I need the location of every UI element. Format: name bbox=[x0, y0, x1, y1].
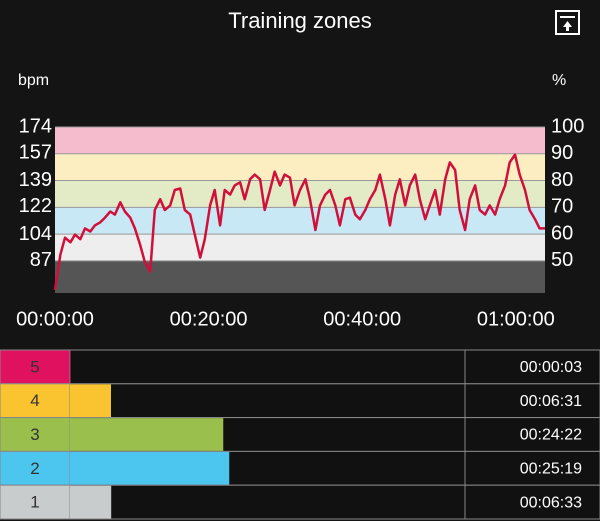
zone-label: 3 bbox=[30, 425, 39, 444]
y2-tick-label: 80 bbox=[551, 169, 573, 191]
y-tick-label: 157 bbox=[19, 141, 52, 163]
zone-bar bbox=[70, 418, 224, 451]
y2-tick-label: 50 bbox=[551, 249, 573, 271]
export-icon-arrow[interactable] bbox=[563, 21, 572, 31]
zone-duration: 00:00:03 bbox=[520, 359, 582, 376]
y-tick-label: 104 bbox=[19, 223, 52, 245]
screen-title: Training zones bbox=[228, 8, 371, 33]
export-icon[interactable] bbox=[555, 10, 580, 35]
y-tick-label: 174 bbox=[19, 115, 52, 137]
x-tick-label: 00:20:00 bbox=[170, 308, 248, 330]
zone-label-cell bbox=[0, 450, 71, 486]
zone-duration: 00:25:19 bbox=[520, 461, 582, 478]
x-tick-label: 00:40:00 bbox=[323, 308, 401, 330]
zone-band bbox=[55, 127, 545, 154]
zone-band bbox=[55, 153, 545, 181]
y2-tick-label: 90 bbox=[551, 142, 573, 164]
zone-label-cell bbox=[0, 417, 71, 452]
y2-tick-label: 70 bbox=[551, 196, 573, 218]
y-tick-label: 87 bbox=[30, 249, 52, 271]
zone-duration: 00:06:31 bbox=[520, 393, 582, 410]
zone-label: 4 bbox=[30, 391, 39, 410]
x-tick-label: 00:00:00 bbox=[16, 308, 94, 330]
export-button[interactable] bbox=[555, 10, 580, 35]
zone-band bbox=[55, 234, 545, 261]
zone-band bbox=[55, 180, 545, 208]
y-tick-label: 139 bbox=[19, 169, 52, 191]
zone-duration: 00:06:33 bbox=[520, 494, 582, 511]
y2-tick-label: 60 bbox=[551, 222, 573, 244]
zone-label: 1 bbox=[30, 493, 39, 512]
y2-tick-label: 100 bbox=[551, 115, 584, 137]
zone-label: 2 bbox=[30, 459, 39, 478]
zone-bar bbox=[70, 485, 112, 519]
heart-rate-line bbox=[53, 153, 545, 291]
y-axis-label: bpm bbox=[18, 72, 49, 89]
y2-axis-label: % bbox=[552, 72, 566, 89]
zone-bar bbox=[70, 384, 111, 418]
y-tick-label: 122 bbox=[19, 195, 52, 217]
zone-bar bbox=[70, 451, 230, 485]
zone-band bbox=[55, 207, 545, 235]
zone-duration: 00:24:22 bbox=[520, 427, 582, 444]
zone-row bbox=[0, 349, 600, 385]
x-tick-label: 01:00:00 bbox=[477, 308, 555, 330]
zone-label: 5 bbox=[30, 357, 39, 376]
